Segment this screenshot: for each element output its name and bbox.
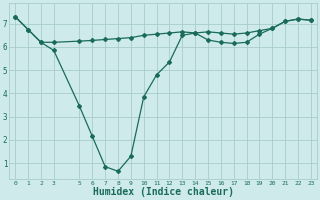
X-axis label: Humidex (Indice chaleur): Humidex (Indice chaleur) (92, 187, 234, 197)
